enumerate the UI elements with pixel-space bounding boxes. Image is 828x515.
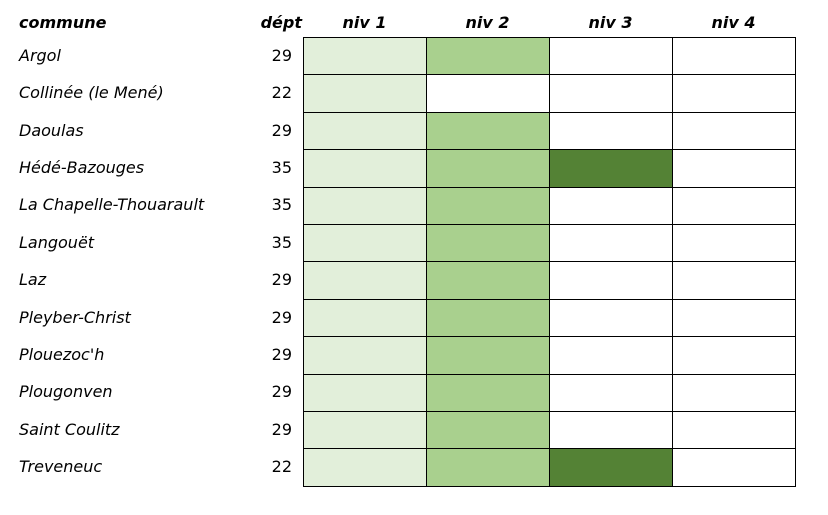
level-cell-empty: [549, 411, 673, 450]
commune-name: Hédé-Bazouges: [19, 157, 145, 177]
level-cell-empty: [549, 261, 673, 300]
level-cell-filled: [549, 149, 673, 188]
level-cell-filled: [303, 186, 427, 225]
commune-name: Saint Coulitz: [19, 419, 120, 439]
level-cell-filled: [426, 261, 550, 300]
level-cell-filled: [303, 111, 427, 151]
level-cell-empty: [672, 186, 796, 225]
level-cell-filled: [303, 336, 427, 375]
level-cell-filled: [426, 411, 550, 450]
level-cell-empty: [672, 336, 796, 375]
level-cell-filled: [303, 261, 427, 300]
level-cell-filled: [426, 149, 550, 188]
level-cell-empty: [549, 111, 673, 151]
level-cell-filled: [303, 373, 427, 412]
header-level: niv 2: [465, 13, 510, 32]
level-cell-empty: [549, 186, 673, 225]
commune-name: Langouët: [19, 232, 95, 252]
level-cell-filled: [303, 37, 427, 76]
dept-number: 29: [271, 382, 292, 402]
level-cell-filled: [303, 298, 427, 338]
dept-number: 29: [271, 270, 292, 290]
level-cell-empty: [549, 74, 673, 113]
level-cell-empty: [549, 298, 673, 338]
level-cell-filled: [426, 373, 550, 412]
dept-number: 35: [271, 195, 292, 215]
dept-number: 35: [271, 232, 292, 252]
level-cell-empty: [672, 411, 796, 450]
level-cell-empty: [426, 74, 550, 113]
header-level: niv 4: [711, 13, 756, 32]
level-cell-filled: [303, 448, 427, 487]
commune-name: Plougonven: [19, 382, 113, 402]
level-cell-empty: [672, 111, 796, 151]
level-cell-filled: [426, 298, 550, 338]
commune-name: Daoulas: [19, 120, 84, 140]
level-cell-empty: [549, 224, 673, 263]
level-cell-filled: [303, 224, 427, 263]
commune-name: Plouezoc'h: [19, 344, 105, 364]
level-cell-empty: [672, 261, 796, 300]
header-level: niv 3: [588, 13, 633, 32]
commune-name: Laz: [19, 270, 47, 290]
level-cell-filled: [303, 74, 427, 113]
dept-number: 35: [271, 157, 292, 177]
dept-number: 22: [271, 457, 292, 477]
level-cell-empty: [672, 37, 796, 76]
header-commune: commune: [19, 13, 107, 32]
level-cell-empty: [672, 448, 796, 487]
level-cell-empty: [549, 37, 673, 76]
level-cell-empty: [672, 298, 796, 338]
level-cell-empty: [672, 149, 796, 188]
level-cell-filled: [549, 448, 673, 487]
dept-number: 22: [271, 83, 292, 103]
level-cell-filled: [426, 448, 550, 487]
dept-number: 29: [271, 307, 292, 327]
dept-number: 29: [271, 419, 292, 439]
commune-name: Collinée (le Mené): [19, 83, 164, 103]
level-cell-empty: [549, 336, 673, 375]
dept-number: 29: [271, 344, 292, 364]
dept-number: 29: [271, 120, 292, 140]
commune-name: Pleyber-Christ: [19, 307, 131, 327]
header-level: niv 1: [342, 13, 387, 32]
dept-number: 29: [271, 45, 292, 65]
commune-name: La Chapelle-Thouarault: [19, 195, 205, 215]
level-cell-empty: [672, 224, 796, 263]
level-cell-filled: [426, 224, 550, 263]
level-cell-filled: [426, 111, 550, 151]
level-cell-filled: [426, 336, 550, 375]
level-cell-filled: [426, 37, 550, 76]
level-cell-filled: [426, 186, 550, 225]
commune-name: Argol: [19, 45, 61, 65]
level-cell-filled: [303, 149, 427, 188]
header-dept: dépt: [260, 13, 302, 32]
level-cell-empty: [672, 373, 796, 412]
level-cell-empty: [672, 74, 796, 113]
level-cell-filled: [303, 411, 427, 450]
level-cell-empty: [549, 373, 673, 412]
commune-name: Treveneuc: [19, 457, 103, 477]
